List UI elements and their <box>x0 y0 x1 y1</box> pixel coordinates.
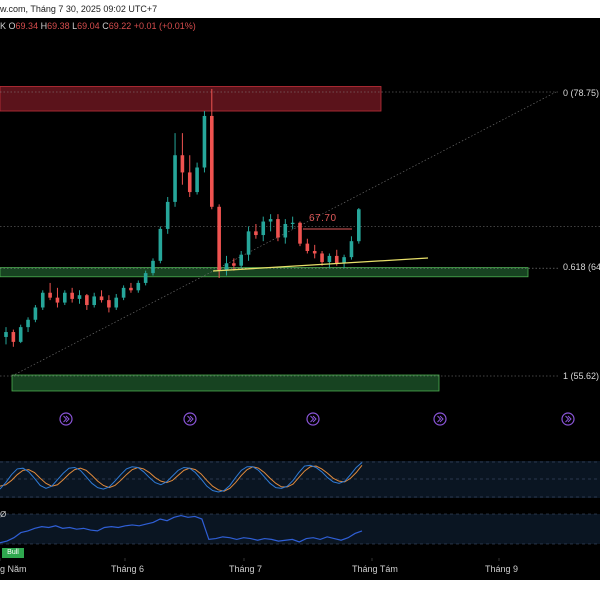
stoch-k-line <box>0 462 363 493</box>
time-label-0: g Năm <box>0 564 27 574</box>
change-value: +0.01 (+0.01%) <box>133 21 196 31</box>
candle-body <box>18 327 23 342</box>
zone-resistance <box>0 86 382 112</box>
chart-header-title: w.com, Tháng 7 30, 2025 09:02 UTC+7 <box>0 0 600 18</box>
open-label: O <box>8 21 16 31</box>
candle-body <box>4 332 8 337</box>
fib-1-label: 1 (55.62) <box>563 371 600 381</box>
close-label: C <box>102 21 109 31</box>
candle-body <box>246 231 251 255</box>
candle-body <box>232 263 236 266</box>
candle-body <box>327 255 332 263</box>
candle-body <box>239 254 243 266</box>
candle-body <box>77 295 82 299</box>
candle-body <box>334 255 339 264</box>
candle-body <box>298 222 302 244</box>
candle-body <box>107 300 111 308</box>
candle-body <box>268 219 273 222</box>
candle-body <box>254 231 258 236</box>
candle-body <box>99 296 104 301</box>
candle-body <box>187 172 192 193</box>
replay-icon-0 <box>59 412 73 426</box>
candle-body <box>202 115 207 168</box>
low-label: L <box>72 21 78 31</box>
candle-body <box>129 287 133 291</box>
bull-badge: Bull <box>2 548 24 558</box>
time-label-2: Tháng 7 <box>229 564 263 574</box>
replay-chevron-4 <box>565 415 572 423</box>
close-value: 69.22 <box>108 21 132 31</box>
candle-body <box>195 167 199 193</box>
stoch-d-line <box>0 465 363 492</box>
replay-icon-4 <box>561 412 575 426</box>
high-value: 69.38 <box>47 21 70 31</box>
ohlc-readout: K O69.34 H69.38 L69.04 C69.22 +0.01 (+0.… <box>0 18 600 34</box>
high-label: H <box>40 21 48 31</box>
price-marker-label: 67.70 <box>309 213 337 224</box>
candle-body <box>11 332 16 342</box>
indicator-zero-label: Ø <box>0 510 7 519</box>
replay-chevron-3 <box>437 415 444 423</box>
candle-body <box>180 155 185 173</box>
candle-body <box>290 222 295 224</box>
candle-body <box>26 319 30 328</box>
candle-body <box>114 297 119 308</box>
replay-icon-3 <box>433 412 447 426</box>
replay-chevron-0 <box>63 415 70 423</box>
candle-body <box>136 282 141 291</box>
candle-body <box>283 223 288 238</box>
replay-icon-1 <box>183 412 197 426</box>
candle-body <box>357 209 361 242</box>
candle-body <box>55 297 60 303</box>
stoch-band <box>0 461 600 498</box>
candle-body <box>210 115 214 207</box>
zone-fib-0.618-support <box>0 267 529 278</box>
trendline <box>212 257 429 272</box>
candle-body <box>40 292 45 308</box>
replay-chevron-1 <box>187 415 194 423</box>
candle-body <box>92 296 96 306</box>
candle-body <box>85 295 89 306</box>
candle-body <box>173 155 177 202</box>
zone-fib-1-support <box>11 374 440 392</box>
candle-body <box>217 206 221 271</box>
open-value: 69.34 <box>15 21 39 31</box>
time-axis[interactable]: g Năm Tháng 6 Tháng 7 Tháng Tám Tháng 9 <box>0 562 600 580</box>
replay-chevron-2 <box>310 415 317 423</box>
candle-body <box>63 292 67 303</box>
momentum-line <box>0 514 363 544</box>
candle-body <box>143 273 148 283</box>
candle-body <box>305 243 310 252</box>
candle-body <box>342 257 346 264</box>
fib-diagonal-line <box>11 91 557 377</box>
time-label-4: Tháng 9 <box>485 564 519 574</box>
low-value: 69.04 <box>77 21 100 31</box>
candle-body <box>320 253 324 263</box>
symbol-label: K <box>0 21 7 31</box>
candle-body <box>70 292 74 299</box>
momentum-band <box>0 514 600 544</box>
candle-body <box>48 292 52 298</box>
candle-body <box>276 219 280 238</box>
time-label-3: Tháng Tám <box>352 564 398 574</box>
candle-body <box>349 241 354 258</box>
candle-body <box>151 260 155 274</box>
replay-icon-2 <box>306 412 320 426</box>
candle-body <box>165 201 170 229</box>
candle-body <box>158 228 163 261</box>
candle-body <box>121 287 126 298</box>
fib-618-label: 0.618 (64.4 <box>563 262 600 272</box>
candle-body <box>312 251 317 254</box>
time-label-1: Tháng 6 <box>111 564 145 574</box>
candle-body <box>261 221 266 236</box>
fib-0-label: 0 (78.75) <box>563 88 600 98</box>
candle-body <box>224 263 229 271</box>
candle-body <box>33 307 38 320</box>
